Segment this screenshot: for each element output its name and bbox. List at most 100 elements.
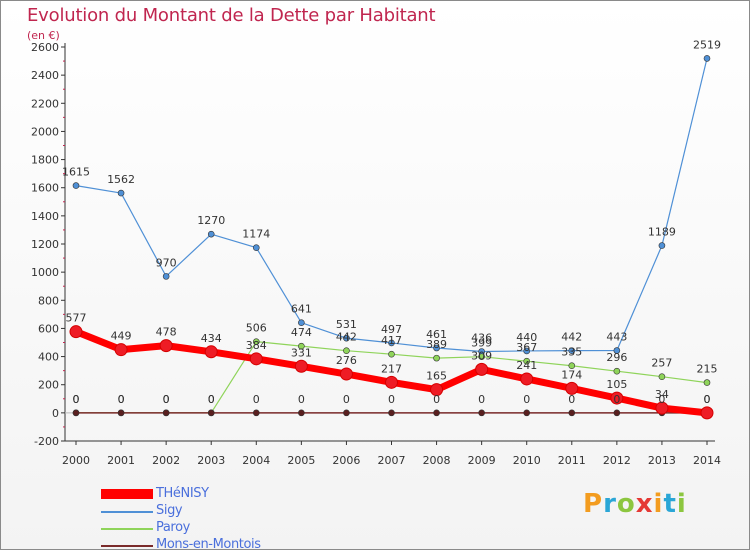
data-label: 443 bbox=[606, 331, 627, 344]
data-label: 309 bbox=[471, 349, 492, 362]
data-label: 440 bbox=[516, 331, 537, 344]
x-tick-label: 2005 bbox=[287, 454, 315, 467]
data-label: 0 bbox=[73, 393, 80, 406]
x-tick-label: 2004 bbox=[242, 454, 270, 467]
data-label: 367 bbox=[516, 341, 537, 354]
data-label: 417 bbox=[381, 334, 402, 347]
x-tick-label: 2013 bbox=[648, 454, 676, 467]
data-point bbox=[294, 359, 308, 373]
data-point bbox=[159, 339, 173, 353]
legend-swatch bbox=[101, 511, 153, 513]
data-label: 0 bbox=[523, 393, 530, 406]
y-tick-label: 1200 bbox=[31, 238, 59, 251]
x-tick-label: 2011 bbox=[558, 454, 586, 467]
x-tick-label: 2012 bbox=[603, 454, 631, 467]
logo-letter: o bbox=[616, 489, 636, 519]
data-label: 0 bbox=[118, 393, 125, 406]
data-point bbox=[568, 347, 576, 354]
data-point bbox=[475, 362, 489, 376]
data-point bbox=[72, 409, 80, 417]
data-point bbox=[162, 273, 170, 280]
data-label: 442 bbox=[336, 331, 357, 344]
legend-label: Paroy bbox=[156, 520, 190, 535]
data-label: 276 bbox=[336, 354, 357, 367]
data-label: 1189 bbox=[648, 226, 676, 239]
data-point bbox=[703, 379, 711, 386]
data-label: 0 bbox=[208, 393, 215, 406]
x-tick-label: 2000 bbox=[62, 454, 90, 467]
data-label: 174 bbox=[561, 368, 582, 381]
logo-letter: x bbox=[635, 489, 654, 519]
x-tick-label: 2006 bbox=[332, 454, 360, 467]
x-tick-label: 2001 bbox=[107, 454, 135, 467]
logo-letter: i bbox=[653, 489, 664, 519]
x-tick-label: 2010 bbox=[513, 454, 541, 467]
data-label: 1270 bbox=[197, 214, 225, 227]
logo-letter: r bbox=[603, 489, 617, 519]
data-label: 0 bbox=[658, 393, 665, 406]
data-label: 531 bbox=[336, 318, 357, 331]
logo-letter: P bbox=[583, 489, 604, 519]
data-label: 1615 bbox=[62, 166, 90, 179]
data-label: 442 bbox=[561, 331, 582, 344]
y-tick-label: 1600 bbox=[31, 182, 59, 195]
y-tick-label: 2400 bbox=[31, 69, 59, 82]
data-point bbox=[385, 375, 398, 389]
y-tick-label: -200 bbox=[34, 435, 59, 448]
data-point bbox=[114, 343, 128, 357]
data-point bbox=[523, 347, 531, 355]
y-tick-label: 600 bbox=[38, 322, 59, 335]
data-point bbox=[298, 342, 305, 350]
data-label: 0 bbox=[118, 393, 125, 406]
y-tick-label: 1000 bbox=[31, 266, 59, 279]
x-tick-label: 2009 bbox=[468, 454, 496, 467]
data-point bbox=[613, 367, 621, 375]
legend-swatch bbox=[101, 489, 153, 499]
data-point bbox=[162, 409, 170, 417]
x-tick-label: 2003 bbox=[197, 454, 225, 467]
data-point bbox=[478, 353, 485, 361]
data-label: 0 bbox=[388, 393, 395, 406]
data-label: 641 bbox=[291, 303, 312, 316]
data-point bbox=[343, 347, 350, 354]
x-tick-label: 2014 bbox=[693, 454, 721, 467]
legend-swatch bbox=[101, 545, 153, 547]
data-label: 399 bbox=[471, 337, 492, 350]
chart-unit: (en €) bbox=[27, 29, 60, 42]
data-label: 165 bbox=[426, 370, 447, 383]
data-point bbox=[568, 362, 576, 370]
y-tick-label: 400 bbox=[38, 351, 59, 364]
data-point bbox=[433, 354, 440, 362]
y-tick-label: 2600 bbox=[31, 41, 59, 54]
data-label: 296 bbox=[606, 351, 627, 364]
series-line-sigy bbox=[75, 57, 708, 353]
data-label: 0 bbox=[298, 393, 305, 406]
data-label: 970 bbox=[156, 256, 177, 269]
data-point bbox=[72, 182, 80, 189]
data-point bbox=[298, 319, 305, 326]
legend-swatch bbox=[101, 528, 153, 530]
data-label: 577 bbox=[66, 312, 87, 325]
data-point bbox=[117, 189, 125, 197]
data-point bbox=[613, 409, 621, 417]
chart-title: Evolution du Montant de la Dette par Hab… bbox=[27, 5, 436, 26]
data-label: 0 bbox=[568, 393, 575, 406]
data-label: 215 bbox=[697, 363, 718, 376]
data-point bbox=[433, 344, 440, 352]
data-point bbox=[700, 406, 714, 420]
data-label: 217 bbox=[381, 362, 402, 375]
y-tick-label: 0 bbox=[52, 407, 59, 420]
data-point bbox=[478, 409, 485, 417]
x-tick-label: 2002 bbox=[152, 454, 180, 467]
data-point bbox=[658, 242, 666, 249]
data-label: 0 bbox=[163, 393, 170, 406]
data-point bbox=[339, 367, 353, 381]
data-label: 331 bbox=[291, 346, 312, 359]
data-point bbox=[430, 383, 444, 397]
data-label: 436 bbox=[471, 332, 492, 345]
data-point bbox=[388, 350, 395, 358]
data-point bbox=[343, 409, 350, 417]
data-point bbox=[523, 357, 531, 365]
data-label: 478 bbox=[156, 326, 177, 339]
